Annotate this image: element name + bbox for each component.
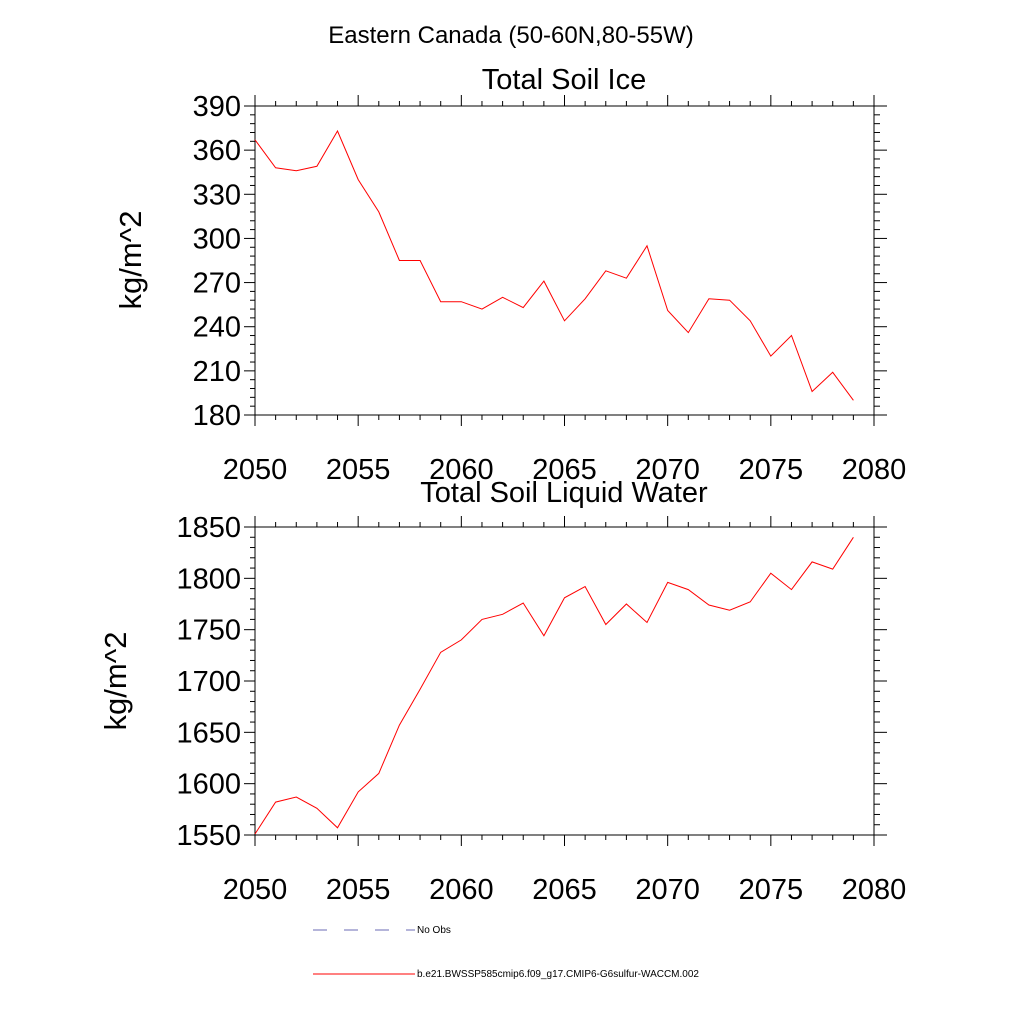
y-tick-label: 300 (193, 223, 241, 255)
legend-label: No Obs (417, 925, 451, 936)
panel-total-soil-ice: Total Soil Ice kg/m^2 2050 2055 2060 2065 20… (113, 64, 906, 486)
x-tick-label: 2055 (326, 874, 391, 906)
y-tick-label: 1850 (176, 512, 241, 544)
y-tick-label: 1650 (176, 717, 241, 749)
series-line (254, 537, 854, 835)
x-tick-label: 2050 (223, 874, 288, 906)
x-tick-label: 2060 (429, 874, 494, 906)
legend-entry-model-run: b.e21.BWSSP585cmip6.f09_g17.CMIP6-G6sulf… (313, 969, 699, 980)
x-tick-label: 2070 (635, 454, 700, 486)
y-tick-label: 1550 (176, 820, 241, 852)
y-tick-label: 1600 (176, 769, 241, 801)
legend: No Obs b.e21.BWSSP585cmip6.f09_g17.CMIP6… (313, 925, 699, 980)
y-axis-label: kg/m^2 (113, 211, 148, 310)
x-tick-label: 2075 (739, 874, 804, 906)
y-axis-label: kg/m^2 (98, 632, 133, 731)
x-tick-label: 2065 (532, 454, 597, 486)
y-tick-label: 180 (193, 400, 241, 432)
axes-group: 2050 2055 2060 2065 2070 2075 2080 180 210 240 270… (193, 91, 907, 486)
y-tick-label: 1700 (176, 666, 241, 698)
x-tick-label: 2080 (842, 454, 907, 486)
y-tick-label: 390 (193, 91, 241, 123)
x-tick-label: 2080 (842, 874, 907, 906)
x-tick-label: 2065 (532, 874, 597, 906)
y-tick-label: 1800 (176, 563, 241, 595)
axes-group: 2050 2055 2060 2065 2070 2075 2080 1550 1600 1650… (176, 512, 906, 906)
x-tick-label: 2075 (739, 454, 804, 486)
panel-title: Total Soil Ice (482, 64, 646, 96)
y-tick-label: 330 (193, 179, 241, 211)
x-tick-label: 2050 (223, 454, 288, 486)
series-group (254, 537, 854, 835)
legend-entry-no-obs: No Obs (313, 925, 451, 936)
legend-label: b.e21.BWSSP585cmip6.f09_g17.CMIP6-G6sulf… (417, 969, 699, 980)
x-tick-label: 2070 (635, 874, 700, 906)
panel-total-soil-liquid-water: Total Soil Liquid Water kg/m^2 2050 2055 2… (98, 477, 906, 906)
series-line (254, 129, 854, 401)
x-tick-label: 2055 (326, 454, 391, 486)
y-tick-label: 210 (193, 356, 241, 388)
x-tick-label: 2060 (429, 454, 494, 486)
y-tick-label: 1750 (176, 615, 241, 647)
figure-title: Eastern Canada (50-60N,80-55W) (328, 22, 694, 49)
series-group (254, 129, 854, 401)
panel-title: Total Soil Liquid Water (420, 477, 708, 509)
y-tick-label: 360 (193, 135, 241, 167)
y-tick-label: 270 (193, 268, 241, 300)
y-tick-label: 240 (193, 312, 241, 344)
